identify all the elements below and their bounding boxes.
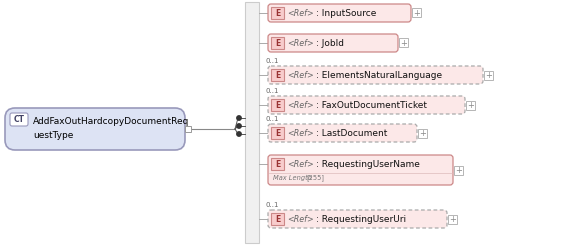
FancyBboxPatch shape xyxy=(268,34,398,52)
Text: <Ref>: <Ref> xyxy=(287,159,314,169)
Text: E: E xyxy=(275,128,280,137)
FancyBboxPatch shape xyxy=(268,66,483,84)
Bar xyxy=(271,99,284,111)
Text: : RequestingUserName: : RequestingUserName xyxy=(316,159,420,169)
Text: 0..1: 0..1 xyxy=(266,88,280,94)
FancyBboxPatch shape xyxy=(268,96,465,114)
Text: : LastDocument: : LastDocument xyxy=(316,128,387,137)
Bar xyxy=(271,158,284,170)
Bar xyxy=(271,127,284,139)
Bar xyxy=(245,2,259,243)
Text: E: E xyxy=(275,100,280,110)
Text: +: + xyxy=(400,38,407,48)
Bar xyxy=(448,215,457,223)
Bar xyxy=(271,69,284,81)
Text: <Ref>: <Ref> xyxy=(287,71,314,79)
Text: : FaxOutDocumentTicket: : FaxOutDocumentTicket xyxy=(316,100,427,110)
Bar xyxy=(454,166,463,174)
Circle shape xyxy=(237,116,241,120)
Text: 0..1: 0..1 xyxy=(266,116,280,122)
Circle shape xyxy=(237,124,241,128)
Text: E: E xyxy=(275,159,280,169)
Bar xyxy=(185,126,191,132)
Text: +: + xyxy=(449,215,456,223)
Bar xyxy=(271,213,284,225)
Text: <Ref>: <Ref> xyxy=(287,9,314,17)
Bar xyxy=(399,38,408,48)
Text: E: E xyxy=(275,215,280,223)
Text: E: E xyxy=(275,71,280,79)
Text: <Ref>: <Ref> xyxy=(287,100,314,110)
Text: : JobId: : JobId xyxy=(316,38,344,48)
FancyBboxPatch shape xyxy=(268,210,447,228)
Text: [255]: [255] xyxy=(306,175,324,181)
Text: AddFaxOutHardcopyDocumentReq: AddFaxOutHardcopyDocumentReq xyxy=(33,117,190,125)
Bar xyxy=(418,128,427,137)
FancyBboxPatch shape xyxy=(268,4,411,22)
FancyBboxPatch shape xyxy=(10,113,28,126)
FancyBboxPatch shape xyxy=(5,108,185,150)
Text: <Ref>: <Ref> xyxy=(287,215,314,223)
Circle shape xyxy=(237,132,241,136)
Text: E: E xyxy=(275,9,280,17)
Text: uestType: uestType xyxy=(33,131,74,139)
Text: E: E xyxy=(275,38,280,48)
Text: Max Length: Max Length xyxy=(273,175,312,181)
Bar xyxy=(412,9,421,17)
FancyBboxPatch shape xyxy=(268,155,453,185)
Text: +: + xyxy=(485,71,492,79)
Text: : ElementsNaturalLanguage: : ElementsNaturalLanguage xyxy=(316,71,442,79)
Text: +: + xyxy=(413,9,420,17)
Text: CT: CT xyxy=(14,115,24,124)
Text: +: + xyxy=(419,128,426,137)
Bar xyxy=(466,100,475,110)
Bar xyxy=(484,71,493,79)
Text: <Ref>: <Ref> xyxy=(287,38,314,48)
Text: 0..1: 0..1 xyxy=(266,58,280,64)
Text: <Ref>: <Ref> xyxy=(287,128,314,137)
Text: 0..1: 0..1 xyxy=(266,202,280,208)
Bar xyxy=(271,37,284,49)
Text: : InputSource: : InputSource xyxy=(316,9,376,17)
Text: +: + xyxy=(467,100,474,110)
Text: +: + xyxy=(455,166,462,174)
FancyBboxPatch shape xyxy=(268,124,417,142)
Text: : RequestingUserUri: : RequestingUserUri xyxy=(316,215,406,223)
Bar xyxy=(271,7,284,19)
